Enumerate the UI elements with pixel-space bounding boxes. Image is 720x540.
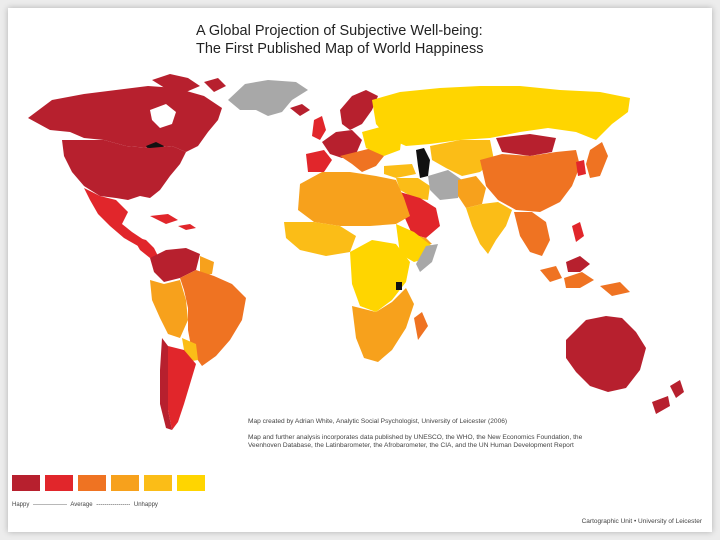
map-credit: Map created by Adrian White, Analytic So… — [248, 418, 608, 450]
legend-swatch-3 — [78, 475, 106, 491]
credit-line-1: Map created by Adrian White, Analytic So… — [248, 418, 508, 425]
somalia — [416, 244, 438, 272]
caribbean — [150, 214, 196, 230]
title-line-1: A Global Projection of Subjective Well-b… — [196, 23, 483, 39]
new-zealand — [652, 380, 684, 414]
central-asia — [430, 140, 494, 176]
china — [480, 150, 580, 212]
central-africa — [350, 240, 410, 312]
legend — [12, 475, 205, 491]
map-title: A Global Projection of Subjective Well-b… — [196, 22, 483, 58]
mexico — [84, 188, 144, 246]
legend-swatch-4 — [111, 475, 139, 491]
legend-scale-labels: Happy ----------------- Average --------… — [12, 502, 160, 508]
chile — [160, 338, 172, 430]
iceland — [290, 104, 310, 116]
legend-swatch-1 — [12, 475, 40, 491]
lake-victoria — [396, 282, 402, 290]
map-card: A Global Projection of Subjective Well-b… — [8, 8, 712, 532]
greenland — [228, 80, 308, 116]
iran — [428, 170, 462, 200]
turkey — [384, 164, 416, 178]
colombia-venezuela — [150, 248, 200, 282]
central-america — [132, 236, 158, 258]
russia — [372, 86, 630, 146]
legend-dash-2: ----------------- — [96, 502, 131, 508]
legend-average-label: Average — [70, 502, 93, 508]
southern-africa — [352, 288, 414, 362]
title-line-2: The First Published Map of World Happine… — [196, 41, 484, 57]
black-sea — [392, 152, 418, 164]
brazil — [180, 270, 246, 366]
india — [466, 202, 512, 254]
indonesia — [540, 266, 630, 296]
argentina — [168, 346, 196, 430]
legend-unhappy-label: Unhappy — [133, 502, 158, 508]
west-africa — [284, 222, 356, 256]
central-europe — [340, 148, 384, 172]
legend-swatch-5 — [144, 475, 172, 491]
legend-happy-label: Happy — [12, 502, 30, 508]
legend-swatch-6 — [177, 475, 205, 491]
korea — [576, 160, 586, 176]
legend-swatch-2 — [45, 475, 73, 491]
madagascar — [414, 312, 428, 340]
afghanistan-pakistan — [458, 176, 486, 208]
uk-ireland — [312, 116, 326, 140]
middle-east — [396, 178, 430, 200]
usa — [62, 140, 186, 200]
arctic-islands — [152, 74, 226, 92]
peru-bolivia — [150, 280, 188, 338]
footer-credit: Cartographic Unit • University of Leices… — [581, 518, 702, 525]
legend-dash-1: ----------------- — [33, 502, 67, 508]
hudson-bay — [150, 104, 176, 128]
canada — [28, 86, 222, 152]
southeast-asia — [514, 212, 550, 256]
credit-line-2: Map and further analysis incorporates da… — [248, 434, 583, 449]
north-africa — [298, 172, 410, 226]
mongolia — [496, 134, 556, 156]
philippines — [572, 222, 584, 242]
iberia — [306, 150, 332, 172]
caspian-sea — [416, 148, 430, 178]
scandinavia — [340, 90, 378, 130]
australia — [566, 316, 646, 392]
saudi-arabia — [400, 192, 440, 238]
japan — [586, 142, 608, 178]
malaysia — [566, 256, 590, 272]
world-happiness-map — [28, 74, 684, 430]
western-europe — [322, 130, 362, 158]
guianas — [200, 256, 214, 276]
